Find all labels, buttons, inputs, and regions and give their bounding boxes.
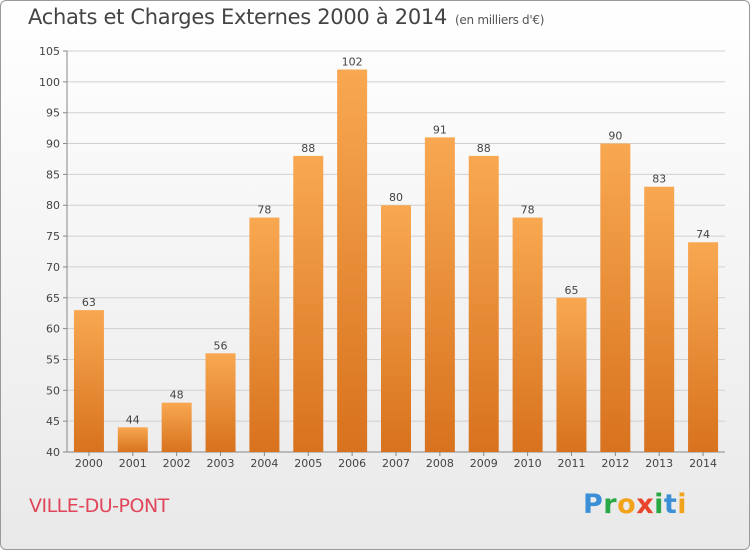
x-tick-label: 2010 [514, 457, 542, 470]
x-tick-label: 2004 [250, 457, 278, 470]
bar [600, 143, 631, 453]
y-tick-labels: 40 45 50 55 60 65 70 75 80 85 90 95 100 105 [39, 45, 60, 459]
x-tick-label: 2001 [119, 457, 147, 470]
data-label: 65 [564, 284, 578, 297]
bar [644, 186, 675, 452]
logo-letter: o [617, 489, 637, 520]
x-tick-label: 2008 [426, 457, 454, 470]
bar [512, 217, 543, 452]
bar [556, 297, 587, 452]
bar [424, 137, 455, 452]
y-tick-label: 85 [46, 168, 60, 181]
x-tick-labels: 2000 2001 2002 2003 2004 2005 2006 2007 2008 2009… [75, 457, 717, 470]
y-tick-label: 45 [46, 415, 60, 428]
data-label: 56 [214, 339, 228, 352]
y-tick-label: 55 [46, 353, 60, 366]
bar [161, 402, 192, 452]
data-labels: 63 44 48 56 78 88 102 80 91 88 78 65 90 83 74 [82, 56, 710, 427]
logo-letter: x [636, 489, 655, 520]
data-label: 88 [301, 142, 315, 155]
data-label: 63 [82, 296, 96, 309]
logo-letter: i [654, 489, 664, 520]
y-tick-label: 40 [46, 446, 60, 459]
y-tick-label: 100 [39, 76, 60, 89]
y-tick-label: 75 [46, 230, 60, 243]
y-tick-label: 65 [46, 292, 60, 305]
data-label: 78 [257, 204, 271, 217]
bars [73, 69, 719, 453]
bar [117, 427, 148, 452]
x-tick-label: 2000 [75, 457, 103, 470]
data-label: 88 [477, 142, 491, 155]
chart-subtitle: (en milliers d'€) [455, 13, 545, 27]
data-label: 80 [389, 191, 403, 204]
y-tick-label: 60 [46, 323, 60, 336]
logo-letter: i [677, 489, 688, 520]
x-tick-label: 2005 [294, 457, 322, 470]
logo-letter: P [583, 489, 604, 520]
bar [381, 205, 411, 452]
x-tick-label: 2009 [470, 457, 498, 470]
y-tick-label: 80 [46, 199, 60, 212]
chart-title: Achats et Charges Externes 2000 à 2014 (e… [28, 5, 544, 29]
y-tick-label: 95 [46, 107, 60, 120]
bar [468, 155, 499, 452]
x-tick-label: 2013 [645, 457, 673, 470]
bar [688, 242, 719, 452]
y-tick-label: 105 [39, 45, 60, 58]
y-tick-label: 70 [46, 261, 60, 274]
data-label: 91 [433, 123, 447, 136]
data-label: 90 [608, 130, 622, 143]
logo-letter: t [663, 489, 678, 520]
x-tick-label: 2007 [382, 457, 410, 470]
y-tick-label: 50 [46, 384, 60, 397]
x-tick-label: 2003 [207, 457, 235, 470]
x-tick-label: 2014 [689, 457, 717, 470]
data-label: 102 [342, 56, 363, 69]
x-tick-label: 2006 [338, 457, 366, 470]
x-tick-label: 2011 [557, 457, 585, 470]
bar [73, 310, 104, 452]
proxiti-logo: Proxiti [583, 489, 687, 520]
data-label: 74 [696, 228, 710, 241]
data-label: 83 [652, 173, 666, 186]
chart-title-text: Achats et Charges Externes 2000 à 2014 [28, 5, 448, 29]
bar [293, 155, 324, 452]
place-name: VILLE-DU-PONT [29, 495, 169, 517]
bar [337, 69, 368, 452]
y-tick-label: 90 [46, 138, 60, 151]
data-label: 78 [521, 204, 535, 217]
logo-letter: r [603, 489, 618, 520]
bar [205, 353, 236, 452]
x-tick-label: 2012 [601, 457, 629, 470]
data-label: 48 [170, 389, 184, 402]
data-label: 44 [126, 413, 140, 426]
x-tick-label: 2002 [163, 457, 191, 470]
bar [249, 217, 280, 452]
